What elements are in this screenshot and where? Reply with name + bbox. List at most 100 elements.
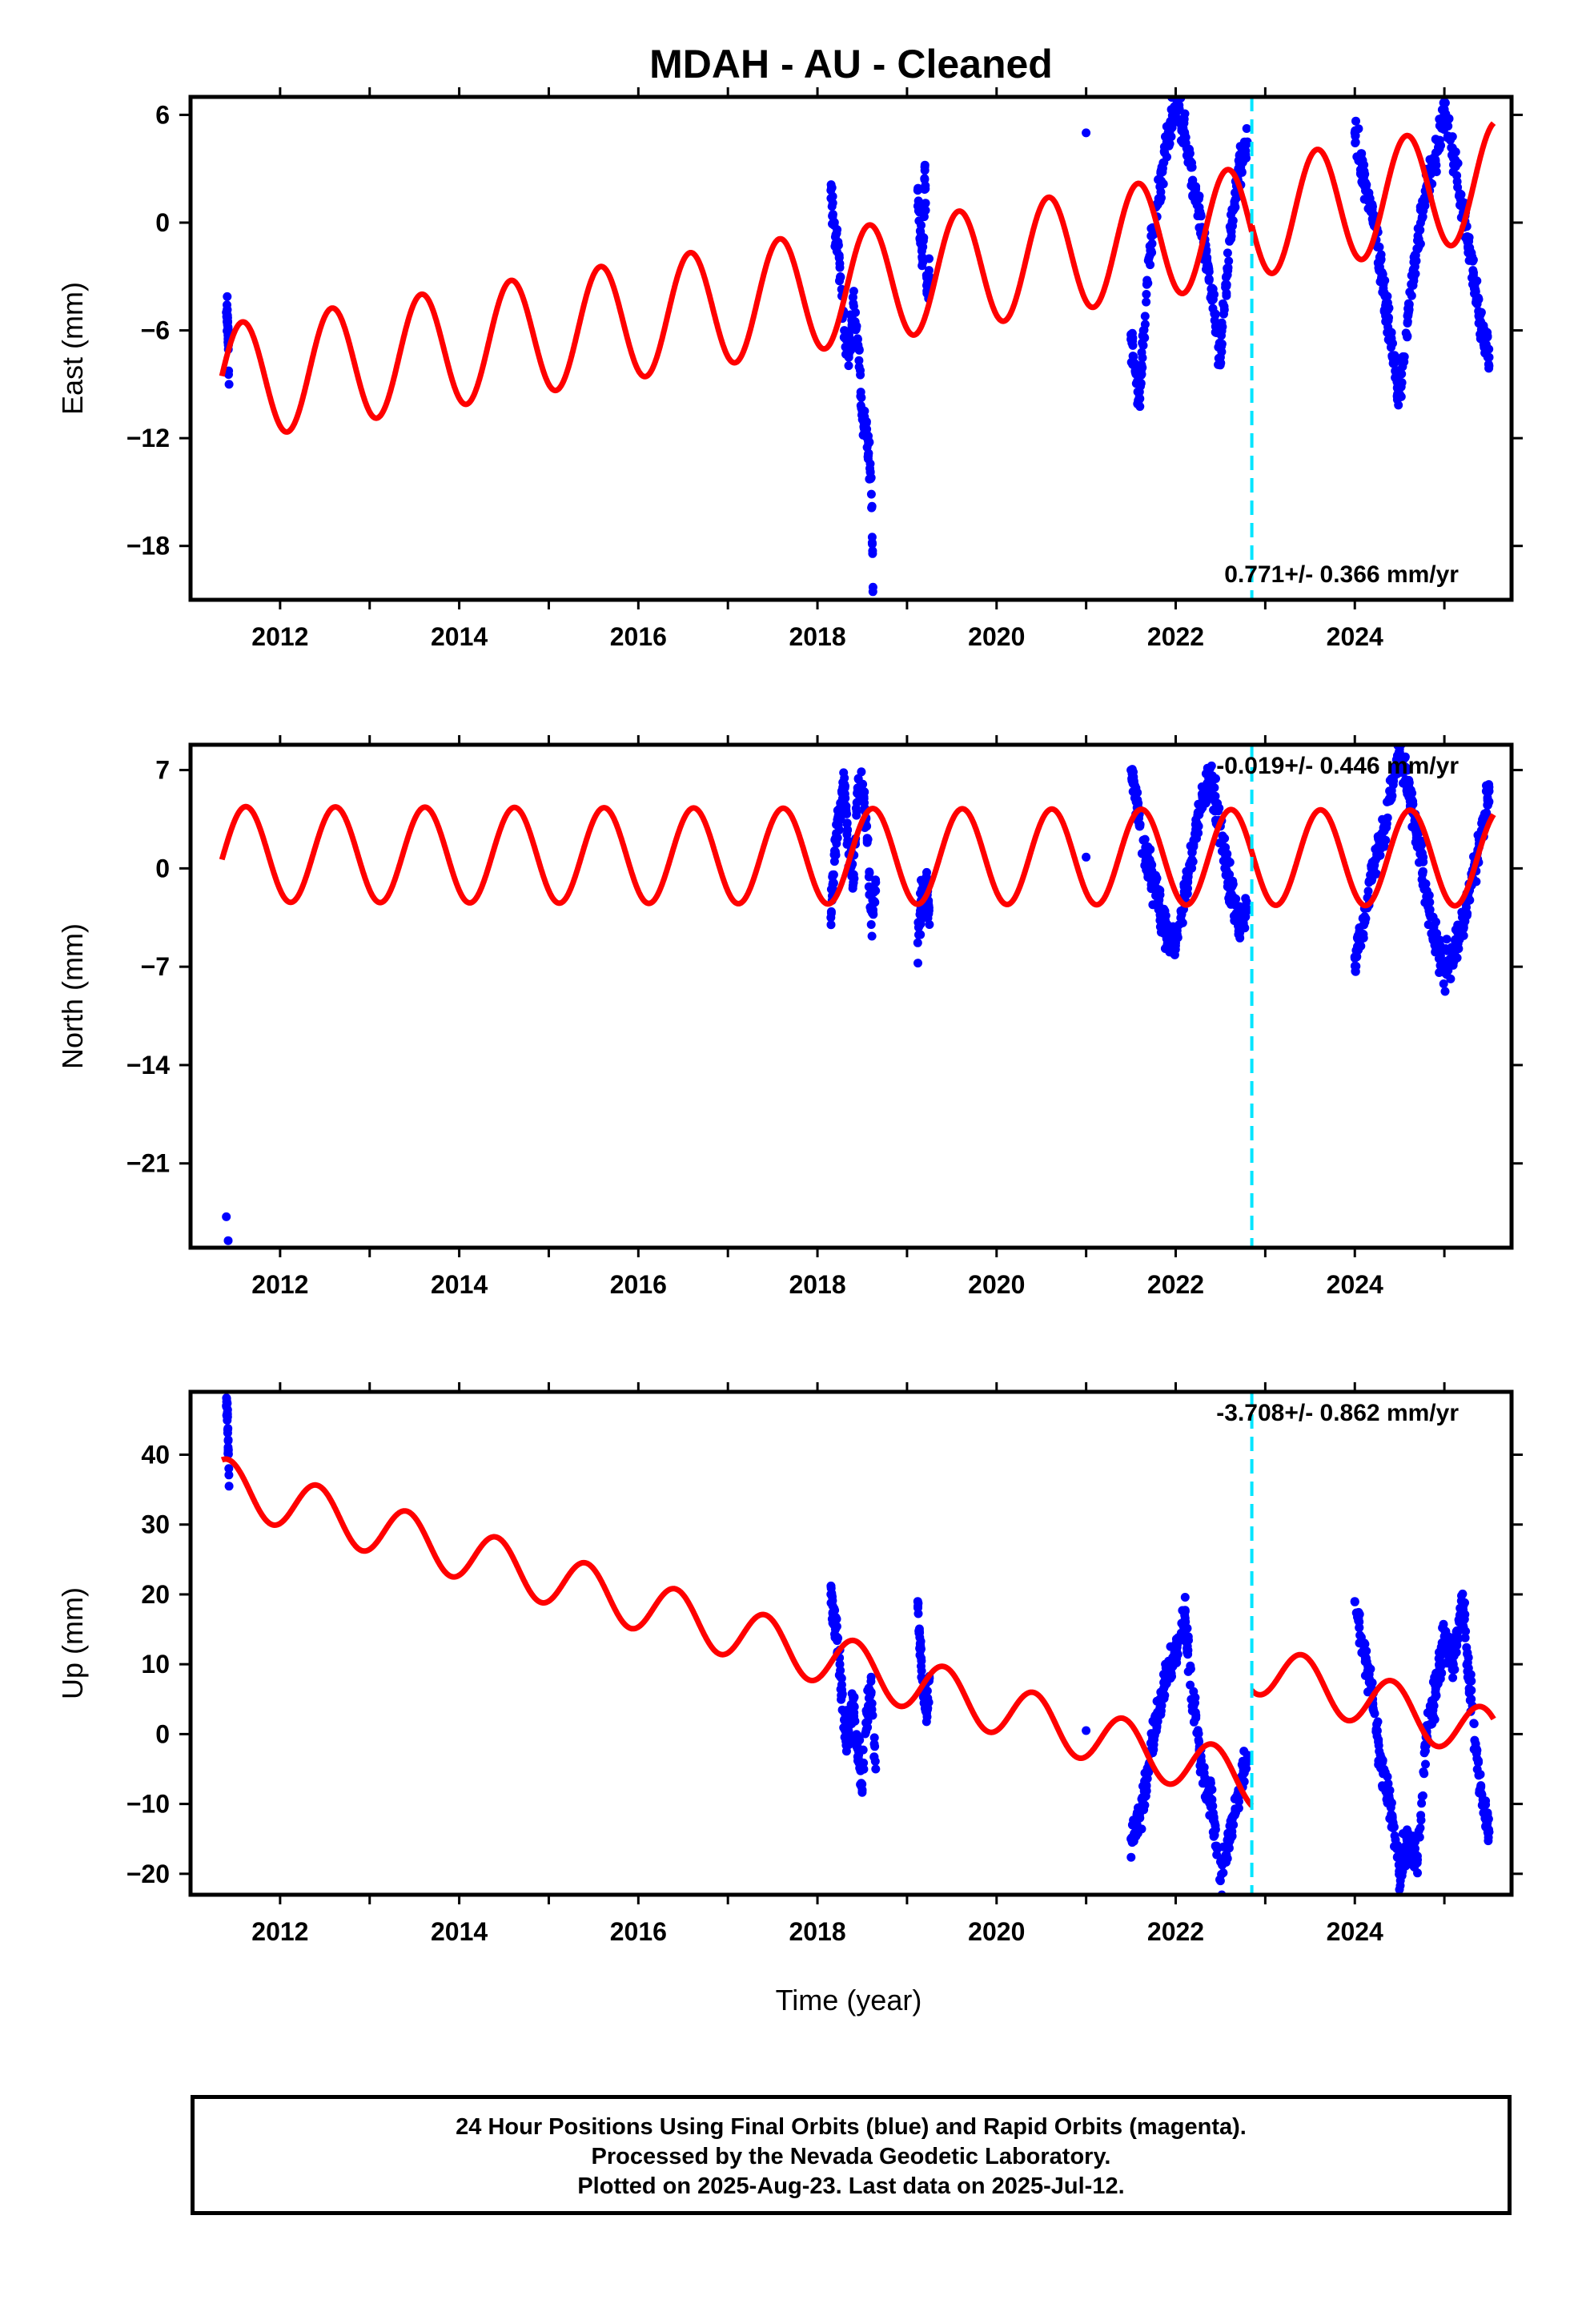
data-point bbox=[1223, 248, 1232, 258]
data-point bbox=[1191, 196, 1200, 206]
data-point bbox=[1389, 354, 1399, 364]
data-point bbox=[222, 1212, 231, 1221]
data-point bbox=[844, 361, 853, 371]
data-point bbox=[915, 910, 925, 919]
y-axis-label-up: Up (mm) bbox=[56, 1587, 89, 1699]
data-point bbox=[1478, 328, 1488, 338]
data-point bbox=[1148, 900, 1158, 910]
data-point bbox=[223, 292, 232, 301]
data-point bbox=[1472, 1764, 1482, 1774]
data-point bbox=[857, 1779, 867, 1789]
data-point bbox=[1231, 203, 1240, 212]
data-point bbox=[1470, 289, 1479, 299]
data-point bbox=[1379, 823, 1389, 833]
data-point bbox=[1448, 1652, 1458, 1662]
data-point bbox=[1350, 1597, 1359, 1606]
data-point bbox=[1126, 1852, 1136, 1862]
data-point bbox=[1450, 1665, 1460, 1675]
data-point bbox=[1170, 941, 1180, 951]
data-point bbox=[1468, 266, 1478, 275]
data-point bbox=[1461, 1626, 1471, 1636]
data-point bbox=[1469, 1719, 1479, 1728]
data-point bbox=[1170, 1642, 1180, 1651]
data-point bbox=[1142, 279, 1151, 289]
footer-line-2: Processed by the Nevada Geodetic Laborat… bbox=[591, 2144, 1111, 2169]
data-point bbox=[1415, 239, 1425, 248]
data-point bbox=[866, 920, 876, 929]
data-point bbox=[1410, 1849, 1419, 1859]
data-point bbox=[1407, 291, 1416, 300]
data-point bbox=[831, 835, 841, 845]
data-point bbox=[868, 908, 877, 918]
data-point bbox=[1209, 1814, 1219, 1823]
data-point bbox=[1361, 914, 1371, 923]
data-point bbox=[1371, 1724, 1381, 1734]
data-point bbox=[1421, 1759, 1430, 1769]
data-point bbox=[1357, 1637, 1367, 1647]
data-point bbox=[1383, 316, 1393, 325]
data-point bbox=[853, 1744, 862, 1754]
data-point bbox=[1438, 958, 1447, 967]
data-point bbox=[1128, 778, 1138, 788]
y-tick-label: 0 bbox=[155, 854, 170, 883]
data-point bbox=[223, 1446, 233, 1456]
data-point bbox=[915, 1639, 925, 1649]
x-tick-label: 2012 bbox=[251, 1270, 308, 1299]
plot-area-up bbox=[219, 1392, 1496, 1895]
data-point bbox=[1364, 878, 1374, 887]
data-point bbox=[1476, 1788, 1485, 1798]
data-point bbox=[1383, 813, 1392, 822]
data-point bbox=[1148, 1716, 1158, 1726]
data-point bbox=[1222, 850, 1231, 860]
data-point bbox=[865, 1692, 874, 1702]
data-point bbox=[1158, 179, 1168, 189]
data-point bbox=[1205, 1798, 1215, 1807]
data-point bbox=[224, 1464, 234, 1474]
data-point bbox=[1196, 1756, 1206, 1766]
x-tick-label: 2018 bbox=[789, 622, 845, 651]
data-point bbox=[1174, 118, 1184, 127]
data-point bbox=[852, 1730, 861, 1739]
data-point bbox=[1447, 132, 1457, 142]
data-point bbox=[852, 807, 861, 816]
data-point bbox=[1219, 1868, 1228, 1878]
data-point bbox=[1433, 136, 1443, 146]
data-point bbox=[1082, 852, 1091, 862]
data-point bbox=[1191, 1713, 1201, 1723]
data-point bbox=[1133, 816, 1142, 826]
data-point bbox=[1369, 211, 1379, 220]
data-point bbox=[851, 308, 860, 317]
x-tick-label: 2020 bbox=[968, 622, 1025, 651]
data-point bbox=[1408, 280, 1418, 290]
data-point bbox=[1182, 143, 1191, 153]
data-point bbox=[223, 1409, 232, 1418]
data-point bbox=[1453, 921, 1463, 930]
y-tick-label: 10 bbox=[141, 1650, 170, 1679]
x-tick-label: 2018 bbox=[789, 1270, 845, 1299]
data-point bbox=[1160, 143, 1170, 152]
data-point bbox=[1221, 842, 1231, 852]
data-point bbox=[1355, 1623, 1364, 1633]
data-point bbox=[1392, 372, 1402, 382]
x-tick-label: 2016 bbox=[610, 622, 667, 651]
data-point bbox=[861, 418, 871, 428]
data-point bbox=[843, 826, 852, 835]
data-point bbox=[828, 1601, 837, 1610]
data-point bbox=[842, 818, 852, 828]
data-point bbox=[1219, 309, 1228, 319]
data-point bbox=[856, 370, 865, 380]
data-point bbox=[1479, 336, 1488, 346]
x-tick-label: 2022 bbox=[1147, 622, 1204, 651]
data-point bbox=[1228, 876, 1238, 886]
data-point bbox=[1354, 1607, 1363, 1617]
data-point bbox=[1468, 279, 1477, 289]
data-point bbox=[924, 909, 934, 919]
data-point bbox=[921, 1689, 930, 1699]
data-point bbox=[1180, 109, 1190, 119]
data-point bbox=[1140, 312, 1150, 321]
data-point bbox=[848, 292, 857, 302]
data-point bbox=[1358, 933, 1367, 943]
data-point bbox=[1222, 272, 1231, 282]
data-point bbox=[1186, 1680, 1195, 1690]
data-point bbox=[1221, 283, 1231, 292]
